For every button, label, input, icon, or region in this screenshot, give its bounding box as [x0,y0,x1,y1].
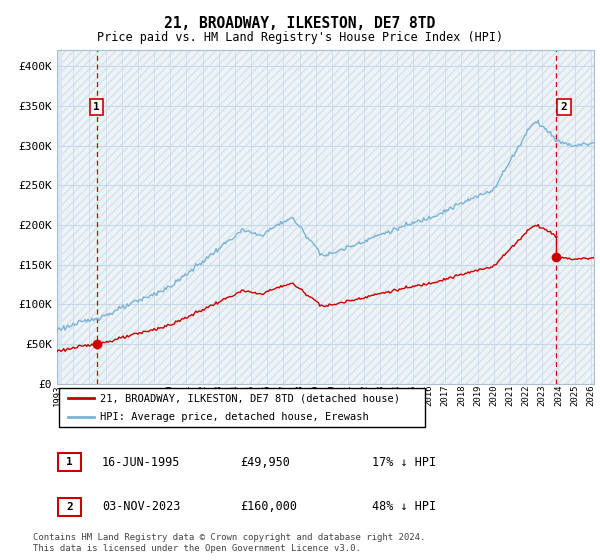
Text: Contains HM Land Registry data © Crown copyright and database right 2024.
This d: Contains HM Land Registry data © Crown c… [33,533,425,553]
Text: 2: 2 [66,502,73,512]
21, BROADWAY, ILKESTON, DE7 8TD (detached house) [136,329,143,336]
HPI: Average price, detached house, Erewash: (2.02e+03, 3.28e+05): Average price, detached house, Erewash: … [533,120,541,127]
Text: £160,000: £160,000 [240,500,297,514]
HPI: Average price, detached house, Erewash: (2.01e+03, 1.67e+05): Average price, detached house, Erewash: … [334,248,341,255]
21, BROADWAY, ILKESTON, DE7 8TD (detached house) [117,335,124,342]
Text: 1: 1 [66,457,73,467]
Text: 1: 1 [94,102,100,112]
21, BROADWAY, ILKESTON, DE7 8TD (detached house) [553,234,560,240]
21, BROADWAY, ILKESTON, DE7 8TD (detached house) [544,228,551,235]
HPI: Average price, detached house, Erewash: (2.02e+03, 3.32e+05): Average price, detached house, Erewash: … [535,117,542,124]
FancyBboxPatch shape [59,388,425,427]
21, BROADWAY, ILKESTON, DE7 8TD (detached house) [222,296,229,302]
FancyBboxPatch shape [58,498,81,516]
21, BROADWAY, ILKESTON, DE7 8TD (detached house) [535,221,542,228]
Text: 03-NOV-2023: 03-NOV-2023 [102,500,181,514]
HPI: Average price, detached house, Erewash: (2e+03, 9.46e+04): Average price, detached house, Erewash: … [121,305,128,312]
Text: 16-JUN-1995: 16-JUN-1995 [102,455,181,469]
21, BROADWAY, ILKESTON, DE7 8TD (detached house) [308,294,316,301]
HPI: Average price, detached house, Erewash: (2.03e+03, 3.03e+05): Average price, detached house, Erewash: … [594,139,600,146]
FancyBboxPatch shape [58,453,81,471]
HPI: Average price, detached house, Erewash: (2.01e+03, 1.96e+05): Average price, detached house, Erewash: … [392,225,399,232]
Line: HPI: Average price, detached house, Erewash: HPI: Average price, detached house, Erew… [57,120,598,330]
21, BROADWAY, ILKESTON, DE7 8TD (detached house) [53,348,61,355]
Text: 48% ↓ HPI: 48% ↓ HPI [372,500,436,514]
Text: 2: 2 [560,102,567,112]
21, BROADWAY, ILKESTON, DE7 8TD (detached house) [420,280,427,287]
Text: £49,950: £49,950 [240,455,290,469]
Line: 21, BROADWAY, ILKESTON, DE7 8TD (detached house): 21, BROADWAY, ILKESTON, DE7 8TD (detache… [57,225,557,352]
HPI: Average price, detached house, Erewash: (2.01e+03, 1.7e+05): Average price, detached house, Erewash: … [342,246,349,253]
Text: Price paid vs. HM Land Registry's House Price Index (HPI): Price paid vs. HM Land Registry's House … [97,31,503,44]
HPI: Average price, detached house, Erewash: (1.99e+03, 6.68e+04): Average price, detached house, Erewash: … [53,327,61,334]
Text: 21, BROADWAY, ILKESTON, DE7 8TD (detached house): 21, BROADWAY, ILKESTON, DE7 8TD (detache… [100,393,400,403]
Text: HPI: Average price, detached house, Erewash: HPI: Average price, detached house, Erew… [100,412,368,422]
Text: 21, BROADWAY, ILKESTON, DE7 8TD: 21, BROADWAY, ILKESTON, DE7 8TD [164,16,436,31]
Text: 17% ↓ HPI: 17% ↓ HPI [372,455,436,469]
HPI: Average price, detached house, Erewash: (2.02e+03, 2.6e+05): Average price, detached house, Erewash: … [497,174,504,180]
